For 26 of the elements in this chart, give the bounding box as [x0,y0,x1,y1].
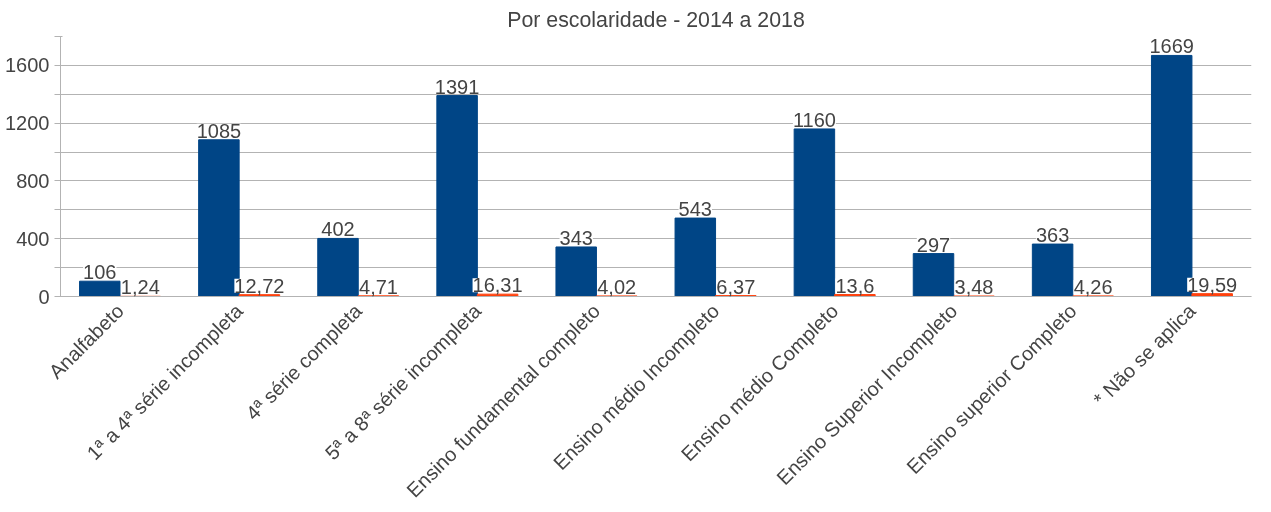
data-label: 363 [1035,224,1070,247]
data-label: 19,59 [1187,273,1238,296]
data-label: 343 [559,226,593,249]
data-label: 1391 [434,75,480,98]
data-label: 1,24 [120,276,160,299]
data-label: 1669 [1149,35,1194,58]
y-tick-label: 0 [38,285,50,308]
data-label: 402 [321,218,355,241]
chart-title: Por escolaridade - 2014 a 2018 [507,7,805,32]
data-label: 297 [916,233,951,256]
data-label: 1085 [196,119,242,142]
data-label: 3,48 [954,276,994,298]
data-label: 1160 [792,108,836,131]
y-tick-label: 1200 [5,112,50,135]
data-label: 16,31 [472,274,523,297]
data-label: 6,37 [716,275,756,298]
data-label: 4,02 [597,275,637,298]
y-tick-label: 800 [16,169,50,192]
y-tick-label: 400 [16,227,50,250]
data-label: 106 [83,261,117,284]
data-label: 543 [678,198,712,221]
y-tick-label: 1600 [5,54,50,77]
data-label: 12,72 [234,274,285,297]
data-label: 4,71 [359,275,398,298]
data-label: 4,26 [1073,275,1113,298]
data-label: 13,6 [835,274,875,297]
